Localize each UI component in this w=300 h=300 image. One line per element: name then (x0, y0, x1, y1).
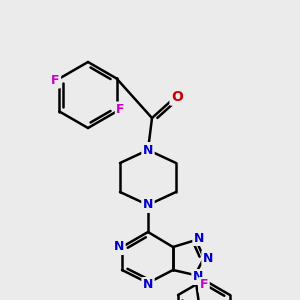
Text: N: N (193, 271, 203, 284)
Text: F: F (116, 103, 125, 116)
Text: N: N (194, 232, 204, 244)
Text: F: F (51, 74, 60, 87)
Text: O: O (171, 90, 183, 104)
Text: F: F (200, 278, 208, 292)
Text: N: N (143, 143, 153, 157)
Text: N: N (143, 199, 153, 212)
Text: N: N (114, 241, 124, 254)
Text: N: N (203, 251, 213, 265)
Text: N: N (143, 278, 153, 292)
